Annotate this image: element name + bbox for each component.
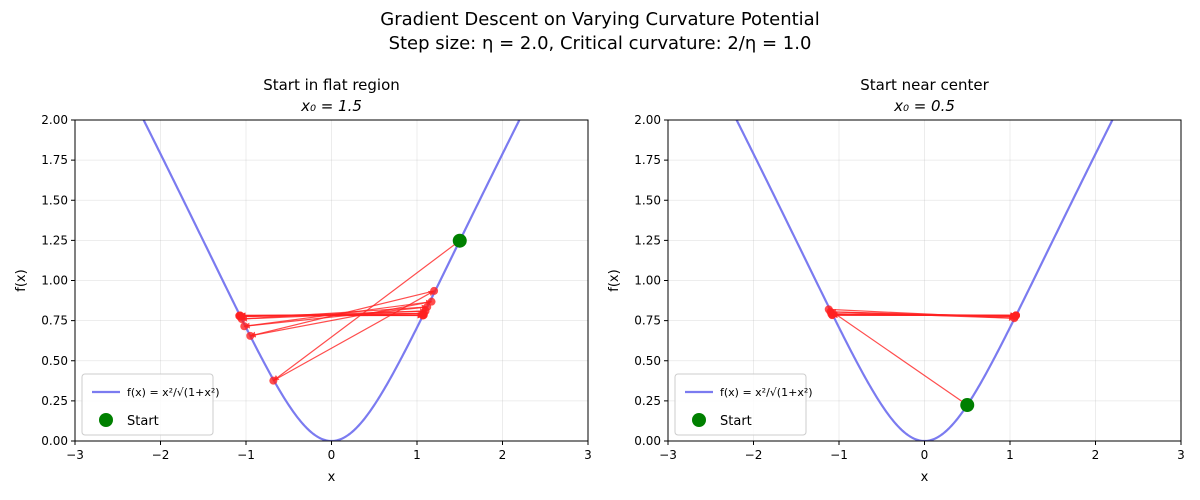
y-tick-label: 0.50 (41, 354, 68, 368)
x-tick-label: −1 (830, 448, 848, 462)
x-tick-label: 3 (584, 448, 592, 462)
descent-step-arrow (244, 304, 428, 327)
x-axis-label: x (921, 470, 929, 485)
start-point (452, 233, 467, 248)
descent-step-arrow (250, 299, 433, 337)
iterate-point (430, 286, 439, 295)
y-axis-label: f(x) (607, 269, 622, 291)
descent-step-arrow (241, 306, 428, 322)
iterate-point (418, 311, 427, 320)
x-tick-label: −2 (745, 448, 763, 462)
y-tick-label: 2.00 (634, 113, 661, 127)
x-tick-label: 2 (499, 448, 507, 462)
y-tick-label: 2.00 (41, 113, 68, 127)
y-tick-label: 1.50 (41, 193, 68, 207)
y-tick-label: 1.00 (41, 274, 68, 288)
y-tick-label: 0.25 (634, 394, 661, 408)
y-tick-label: 0.25 (41, 394, 68, 408)
y-tick-label: 1.75 (634, 153, 661, 167)
y-tick-label: 1.75 (41, 153, 68, 167)
iterate-point (246, 331, 255, 340)
x-axis-label: x (328, 470, 336, 485)
descent-step-arrow (828, 308, 968, 406)
x-tick-label: 0 (921, 448, 929, 462)
panel-subtitle: x₀ = 1.5 (300, 97, 362, 115)
y-tick-label: 1.25 (634, 233, 661, 247)
legend-label-curve: f(x) = x²/√(1+x²) (127, 386, 220, 399)
legend-box (674, 373, 807, 436)
x-tick-label: −2 (152, 448, 170, 462)
x-tick-label: 1 (413, 448, 421, 462)
iterate-point (240, 322, 249, 331)
x-tick-label: 1 (1006, 448, 1014, 462)
y-tick-label: 1.25 (41, 233, 68, 247)
legend-label-start: Start (720, 414, 752, 429)
y-tick-label: 0.00 (41, 434, 68, 448)
iterate-point (236, 311, 245, 320)
legend-label-curve: f(x) = x²/√(1+x²) (720, 386, 813, 399)
potential-curve (142, 120, 521, 441)
legend-start-swatch (692, 413, 706, 427)
iterate-point (269, 376, 278, 385)
iterate-point (427, 297, 436, 306)
y-tick-label: 0.00 (634, 434, 661, 448)
start-point (960, 398, 975, 413)
y-tick-label: 0.50 (634, 354, 661, 368)
panel-title: Start in flat region (263, 76, 400, 94)
x-tick-label: −1 (237, 448, 255, 462)
panel-subtitle: x₀ = 0.5 (893, 97, 955, 115)
figure-subtitle: Step size: η = 2.0, Critical curvature: … (388, 33, 812, 54)
panel-flat-region: −3 −2 −1 0 1 2 3 0.00 0.25 0.50 0.75 1.00 1.25 1.50 1.… (14, 76, 592, 485)
iterate-point (1011, 311, 1020, 320)
legend-start-swatch (99, 413, 113, 427)
figure-title: Gradient Descent on Varying Curvature Po… (380, 9, 820, 30)
y-tick-label: 0.75 (41, 314, 68, 328)
y-tick-label: 0.75 (634, 314, 661, 328)
iterate-point (828, 311, 837, 320)
x-tick-label: 0 (328, 448, 336, 462)
x-tick-label: −3 (659, 448, 677, 462)
y-tick-label: 1.00 (634, 274, 661, 288)
y-tick-label: 1.50 (634, 193, 661, 207)
legend-label-start: Start (127, 414, 159, 429)
panel-title: Start near center (860, 76, 989, 94)
panel-near-center: −3 −2 −1 0 1 2 3 0.00 0.25 0.50 0.75 1.00 1.25 1.50 1.… (607, 76, 1185, 485)
x-tick-label: 2 (1092, 448, 1100, 462)
potential-curve (735, 120, 1114, 441)
y-axis-label: f(x) (14, 269, 29, 291)
x-tick-label: −3 (66, 448, 84, 462)
legend-box (81, 373, 214, 436)
x-tick-label: 3 (1177, 448, 1185, 462)
